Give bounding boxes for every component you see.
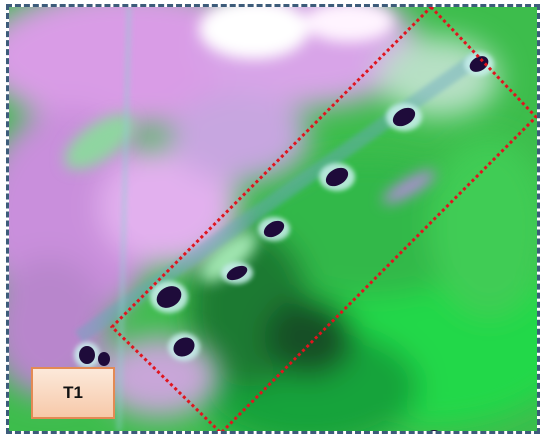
canal-strip xyxy=(74,7,484,431)
water-spots xyxy=(74,52,494,431)
vegetation-shading xyxy=(189,137,537,431)
image-label-text: T1 xyxy=(63,383,83,402)
satellite-scene xyxy=(9,7,537,431)
image-frame: T1 xyxy=(6,4,540,434)
clouds xyxy=(199,7,394,59)
image-label: T1 xyxy=(31,367,115,419)
highlight-rectangle xyxy=(109,7,537,431)
field-patches xyxy=(64,114,436,282)
